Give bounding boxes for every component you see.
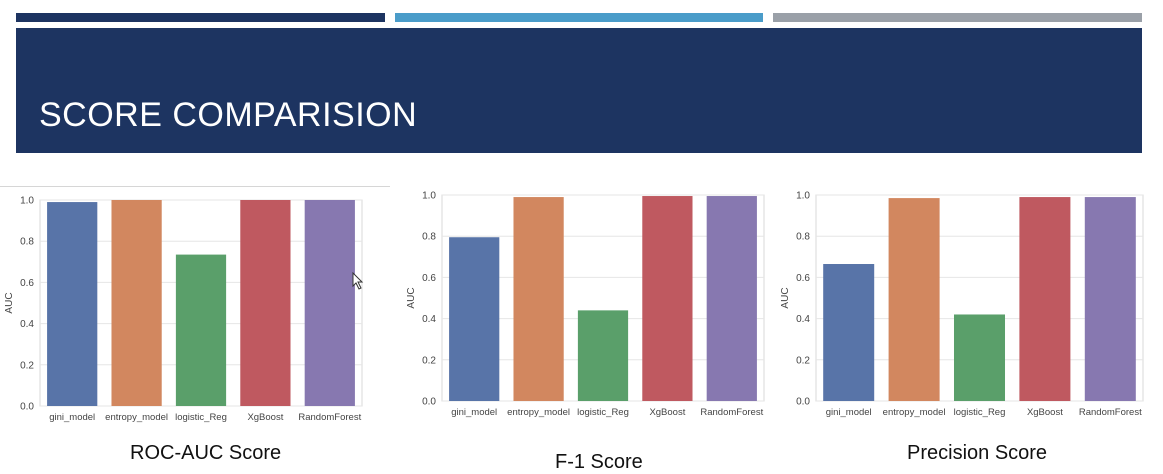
bar-gini_model: [449, 237, 500, 401]
title-band: SCORE COMPARISION: [16, 28, 1142, 153]
y-axis-label: AUC: [406, 287, 417, 308]
x-tick-label: XgBoost: [1027, 407, 1063, 418]
mouse-cursor-icon: [352, 272, 364, 290]
y-tick-label: 0.4: [422, 314, 436, 325]
y-tick-label: 0.2: [422, 355, 436, 366]
y-tick-label: 0.6: [796, 273, 810, 284]
bar-XgBoost: [642, 196, 693, 401]
y-tick-label: 1.0: [20, 196, 34, 207]
accent-strip-dark: [16, 13, 385, 22]
y-tick-label: 0.2: [796, 355, 810, 366]
precision-bar-chart: 0.0 0.2 0.4 0.6 0.8 1.0 AUC gini_model entropy_m…: [780, 191, 1144, 418]
divider-line: [0, 186, 390, 187]
y-tick-label: 0.0: [20, 402, 34, 413]
x-tick-label: entropy_model: [507, 407, 570, 418]
bar-RandomForest: [706, 196, 757, 401]
bar-entropy_model: [513, 197, 564, 401]
bar-gini_model: [47, 202, 98, 406]
y-tick-label: 0.8: [20, 237, 34, 248]
accent-strip-blue: [395, 13, 763, 22]
chart-f1: 0.0 0.2 0.4 0.6 0.8 1.0 AUC gini_model entropy_m…: [400, 185, 775, 425]
x-tick-label: XgBoost: [649, 407, 685, 418]
caption-roc-auc: ROC-AUC Score: [130, 442, 282, 464]
y-tick-label: 0.8: [422, 232, 436, 243]
x-tick-label: RandomForest: [298, 412, 361, 423]
x-tick-label: gini_model: [451, 407, 497, 418]
y-tick-label: 0.0: [422, 397, 436, 408]
y-tick-label: 0.8: [796, 232, 810, 243]
slide-title: SCORE COMPARISION: [39, 96, 418, 134]
bar-RandomForest: [304, 200, 355, 406]
x-tick-label: XgBoost: [247, 412, 283, 423]
bar-RandomForest: [1084, 197, 1136, 401]
x-tick-label: logistic_Reg: [577, 407, 629, 418]
x-tick-label: logistic_Reg: [175, 412, 227, 423]
chart-precision: 0.0 0.2 0.4 0.6 0.8 1.0 AUC gini_model entropy_m…: [778, 185, 1153, 425]
y-tick-label: 1.0: [422, 191, 436, 202]
x-tick-label: entropy_model: [883, 407, 946, 418]
bar-logistic_Reg: [577, 310, 629, 401]
x-tick-label: entropy_model: [105, 412, 168, 423]
bar-gini_model: [823, 264, 875, 401]
chart-roc-auc: 0.0 0.2 0.4 0.6 0.8 1.0 AUC gini_model entropy_m…: [0, 190, 392, 430]
bar-entropy_model: [111, 200, 162, 406]
bar-entropy_model: [888, 198, 940, 401]
y-tick-label: 0.6: [422, 273, 436, 284]
y-axis-label: AUC: [780, 287, 791, 308]
x-tick-label: gini_model: [826, 407, 872, 418]
x-tick-label: RandomForest: [700, 407, 763, 418]
caption-f1: F-1 Score: [555, 451, 643, 473]
x-tick-label: gini_model: [49, 412, 95, 423]
y-tick-label: 1.0: [796, 191, 810, 202]
x-tick-label: RandomForest: [1079, 407, 1142, 418]
caption-precision: Precision Score: [907, 442, 1048, 464]
bar-XgBoost: [240, 200, 291, 406]
f1-bar-chart: 0.0 0.2 0.4 0.6 0.8 1.0 AUC gini_model entropy_m…: [406, 191, 765, 418]
bar-logistic_Reg: [953, 314, 1006, 401]
roc-auc-bar-chart: 0.0 0.2 0.4 0.6 0.8 1.0 AUC gini_model entropy_m…: [4, 196, 363, 423]
bar-XgBoost: [1019, 197, 1071, 401]
y-tick-label: 0.2: [20, 360, 34, 371]
accent-strip-grey: [773, 13, 1142, 22]
y-axis-label: AUC: [4, 292, 15, 313]
y-tick-label: 0.6: [20, 278, 34, 289]
y-tick-label: 0.4: [20, 319, 34, 330]
y-tick-label: 0.0: [796, 397, 810, 408]
bar-logistic_Reg: [175, 254, 227, 406]
y-tick-label: 0.4: [796, 314, 810, 325]
x-tick-label: logistic_Reg: [954, 407, 1006, 418]
